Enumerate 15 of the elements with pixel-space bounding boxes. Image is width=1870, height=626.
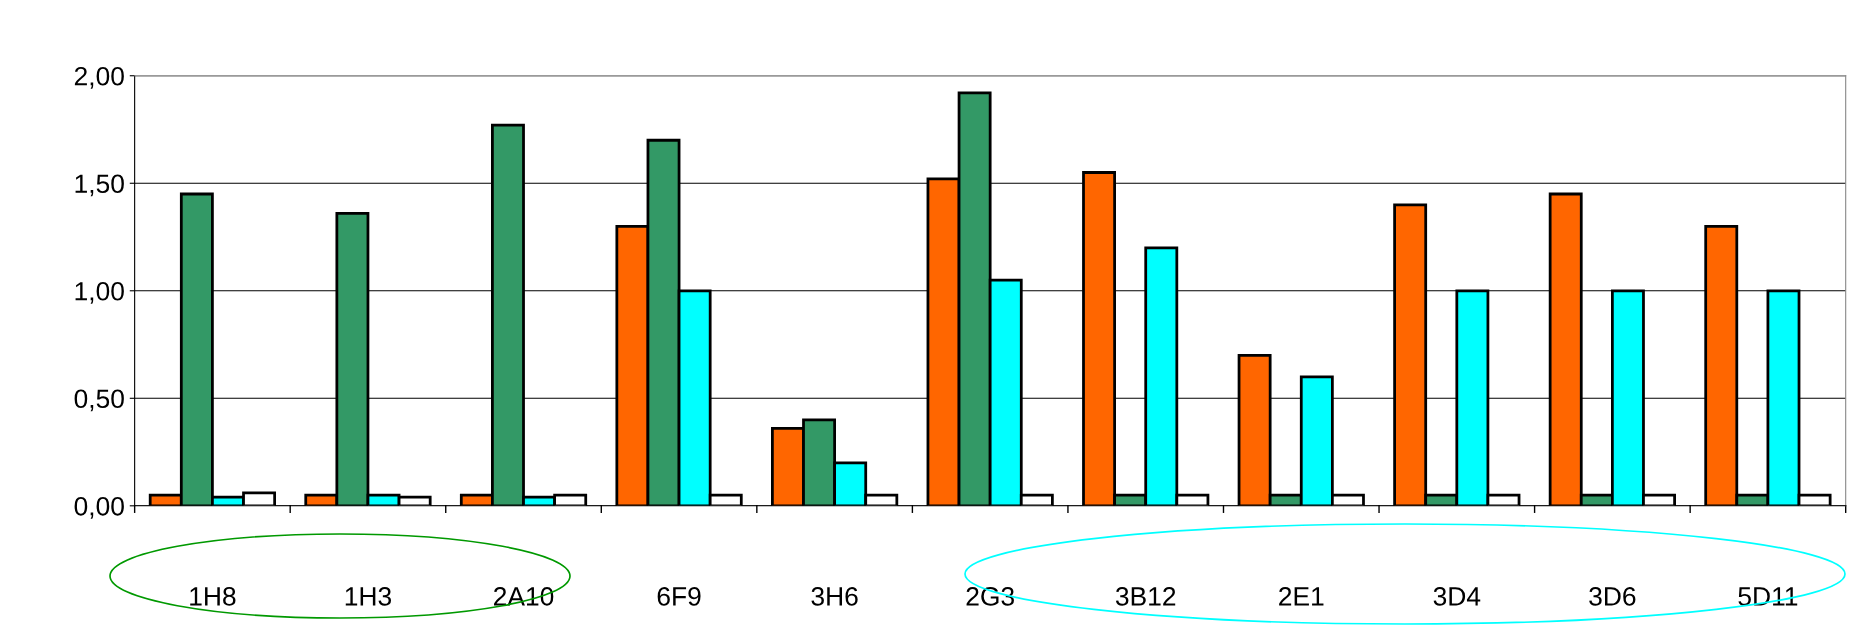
y-tick-label: 1,50 — [75, 174, 124, 197]
x-tick-label: 3D6 — [1589, 587, 1636, 606]
x-tick-label: 5D11 — [1738, 587, 1798, 606]
y-tick-label: 0,00 — [74, 496, 124, 519]
y-tick-label: 1,00 — [75, 281, 124, 304]
x-tick-label: 3D4 — [1433, 587, 1481, 606]
y-tick-label: 2,00 — [74, 66, 124, 89]
x-tick-label: 2G3 — [966, 587, 1014, 606]
x-tick-label: 1H8 — [190, 587, 236, 606]
x-tick-label: 3H6 — [811, 587, 858, 606]
x-tick-label: 3B12 — [1115, 587, 1176, 606]
x-tick-label: 6F9 — [657, 587, 701, 606]
x-tick-label: 1H3 — [345, 587, 392, 606]
y-tick-label: 0,50 — [74, 389, 124, 412]
x-tick-label: 2E1 — [1279, 587, 1324, 606]
